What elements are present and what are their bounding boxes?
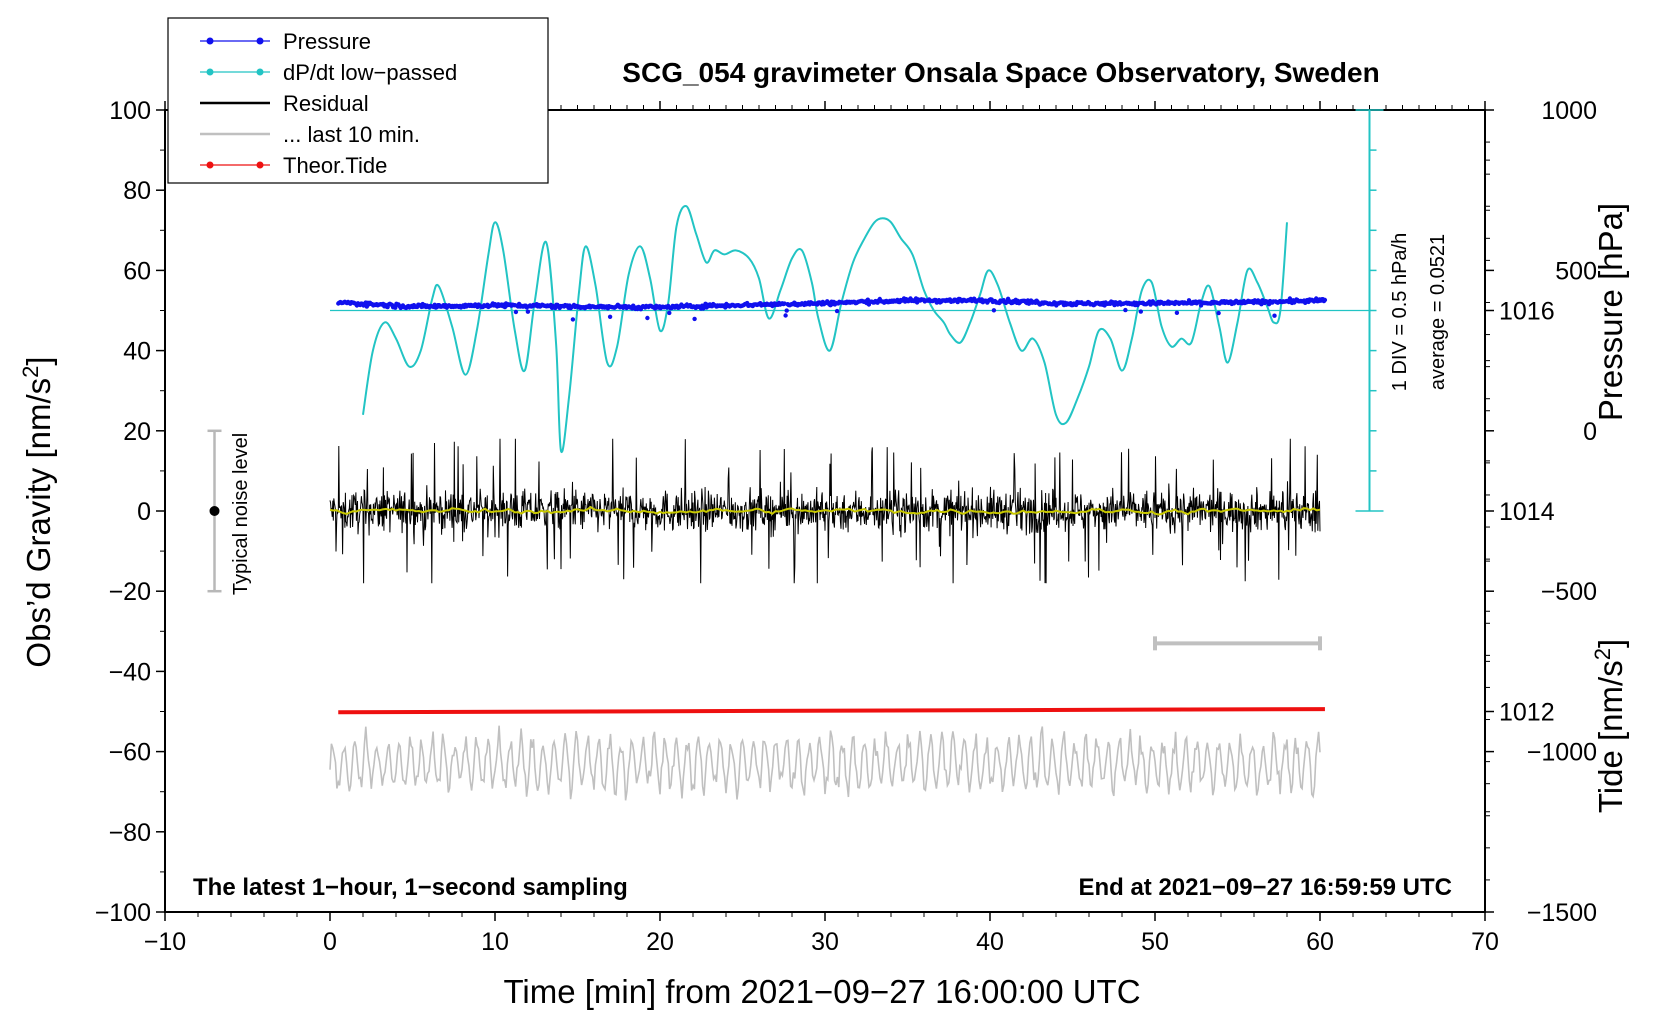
- x-tick-label-5: 40: [976, 928, 1004, 956]
- legend-label-4: Theor.Tide: [283, 153, 387, 178]
- y-axis-ticks: −100 −80 −60 −40 −20 0 20 40 60 80 100: [95, 97, 165, 927]
- pressure-point: [525, 309, 531, 314]
- x-tick-label-6: 50: [1141, 928, 1169, 956]
- pressure-points: [336, 296, 1328, 322]
- dpdt-line: [362, 205, 1288, 454]
- y-axis-label-left-main: Obs’d Gravity [nm/s: [20, 378, 57, 668]
- x-axis-label: Time [min] from 2021−09−27 16:00:00 UTC: [503, 973, 1140, 1010]
- y-tick-label-10: 100: [109, 97, 151, 125]
- last-10-min-line: [329, 725, 1321, 801]
- tide-tick-label-4: 500: [1555, 257, 1597, 285]
- x-tick-label-4: 30: [811, 928, 839, 956]
- y-tick-label-1: −80: [109, 819, 151, 847]
- tide-tick-label-0: −1500: [1527, 899, 1597, 927]
- tide-tick-label-5: 1000: [1541, 97, 1597, 125]
- legend-label-1: dP/dt low−passed: [283, 60, 457, 85]
- legend-label-2: Residual: [283, 91, 369, 116]
- tide-axis-label-sup: 2: [1590, 648, 1615, 660]
- y-tick-label-8: 60: [123, 257, 151, 285]
- y-tick-label-4: −20: [109, 578, 151, 606]
- right-axis-ticks: 1012 1014 1016 −1500 −1000 −500 0 500 1000: [1485, 97, 1597, 927]
- dpdt-scale-label: 1 DIV = 0.5 hPa/h: [1389, 233, 1411, 391]
- pressure-point: [570, 317, 576, 322]
- pressure-point: [667, 310, 672, 316]
- residual-line: [329, 438, 1321, 584]
- dpdt-average-label: average = 0.0521: [1427, 234, 1449, 390]
- legend-items: Pressure dP/dt low−passed Residual ... last…: [200, 29, 457, 178]
- tide-tick-label-2: −500: [1541, 578, 1597, 606]
- theoretical-tide-line: [338, 707, 1325, 715]
- x-tick-label-3: 20: [646, 928, 674, 956]
- tide-axis-label: Tide [nm/s2]: [1590, 639, 1630, 813]
- legend-marker-right-0: [256, 37, 264, 45]
- pressure-point: [692, 316, 697, 322]
- noise-level-label: Typical noise level: [230, 433, 252, 595]
- legend: Pressure dP/dt low−passed Residual ... last…: [167, 17, 549, 184]
- pressure-point: [784, 308, 789, 313]
- pressure-point: [1322, 297, 1328, 303]
- pressure-point: [1174, 310, 1180, 315]
- dpdt-scale-indicator: 1 DIV = 0.5 hPa/h average = 0.0521: [1355, 109, 1449, 512]
- y-tick-label-3: −40: [109, 658, 151, 686]
- y-tick-label-9: 80: [123, 177, 151, 205]
- y-axis-label-left-sup: 2: [18, 366, 43, 378]
- y-axis-label-left-end: ]: [20, 356, 57, 365]
- pressure-tick-label-1: 1014: [1499, 498, 1555, 526]
- tide-axis-label-main: Tide [nm/s: [1592, 660, 1629, 813]
- legend-marker-right-4: [256, 161, 264, 169]
- pressure-point: [1123, 307, 1128, 313]
- legend-marker-right-1: [256, 68, 264, 76]
- y-tick-label-2: −60: [109, 739, 151, 767]
- pressure-point: [645, 315, 650, 321]
- pressure-point: [1216, 310, 1221, 316]
- pressure-point: [1138, 309, 1144, 314]
- y-tick-label-0: −100: [95, 899, 151, 927]
- legend-label-3: ... last 10 min.: [283, 122, 420, 147]
- dpdt-scale-ticks: [1355, 109, 1384, 512]
- pressure-point: [783, 313, 788, 318]
- series-layer: [329, 205, 1370, 801]
- noise-level-dot: [209, 506, 220, 516]
- pressure-tick-label-2: 1016: [1499, 298, 1555, 326]
- pressure-point: [991, 308, 997, 313]
- residual-smoothed-line: [329, 505, 1321, 516]
- pressure-point: [513, 309, 519, 315]
- legend-box: [167, 17, 549, 184]
- tide-tick-label-1: −1000: [1527, 739, 1597, 767]
- footer-left: The latest 1−hour, 1−second sampling: [193, 874, 628, 901]
- chart-title: SCG_054 gravimeter Onsala Space Observat…: [622, 57, 1379, 88]
- tide-axis-label-end: ]: [1592, 639, 1629, 648]
- pressure-axis-label: Pressure [hPa]: [1592, 203, 1629, 421]
- tide-tick-label-3: 0: [1583, 418, 1597, 446]
- legend-marker-left-1: [206, 68, 214, 76]
- y-tick-label-7: 40: [123, 338, 151, 366]
- x-tick-label-8: 70: [1471, 928, 1499, 956]
- footer-right: End at 2021−09−27 16:59:59 UTC: [1078, 874, 1452, 901]
- x-tick-label-2: 10: [481, 928, 509, 956]
- pressure-point: [1287, 296, 1293, 301]
- y-axis-label-left: Obs’d Gravity [nm/s2]: [18, 356, 58, 667]
- y-tick-label-6: 20: [123, 418, 151, 446]
- pressure-point: [1272, 313, 1277, 318]
- legend-label-0: Pressure: [283, 29, 371, 54]
- pressure-tick-label-0: 1012: [1499, 699, 1555, 727]
- x-tick-label-7: 60: [1306, 928, 1334, 956]
- noise-level-indicator: Typical noise level: [207, 429, 252, 595]
- last-10-min-scale-bar: [1153, 636, 1322, 651]
- pressure-point: [607, 314, 613, 319]
- pressure-point: [834, 308, 840, 314]
- x-tick-label-0: −10: [144, 928, 186, 956]
- legend-marker-left-0: [206, 37, 214, 45]
- y-tick-label-5: 0: [137, 498, 151, 526]
- x-tick-label-1: 0: [323, 928, 337, 956]
- x-axis-ticks: −10 0 10 20 30 40 50 60 70: [144, 912, 1499, 956]
- legend-marker-left-4: [206, 161, 214, 169]
